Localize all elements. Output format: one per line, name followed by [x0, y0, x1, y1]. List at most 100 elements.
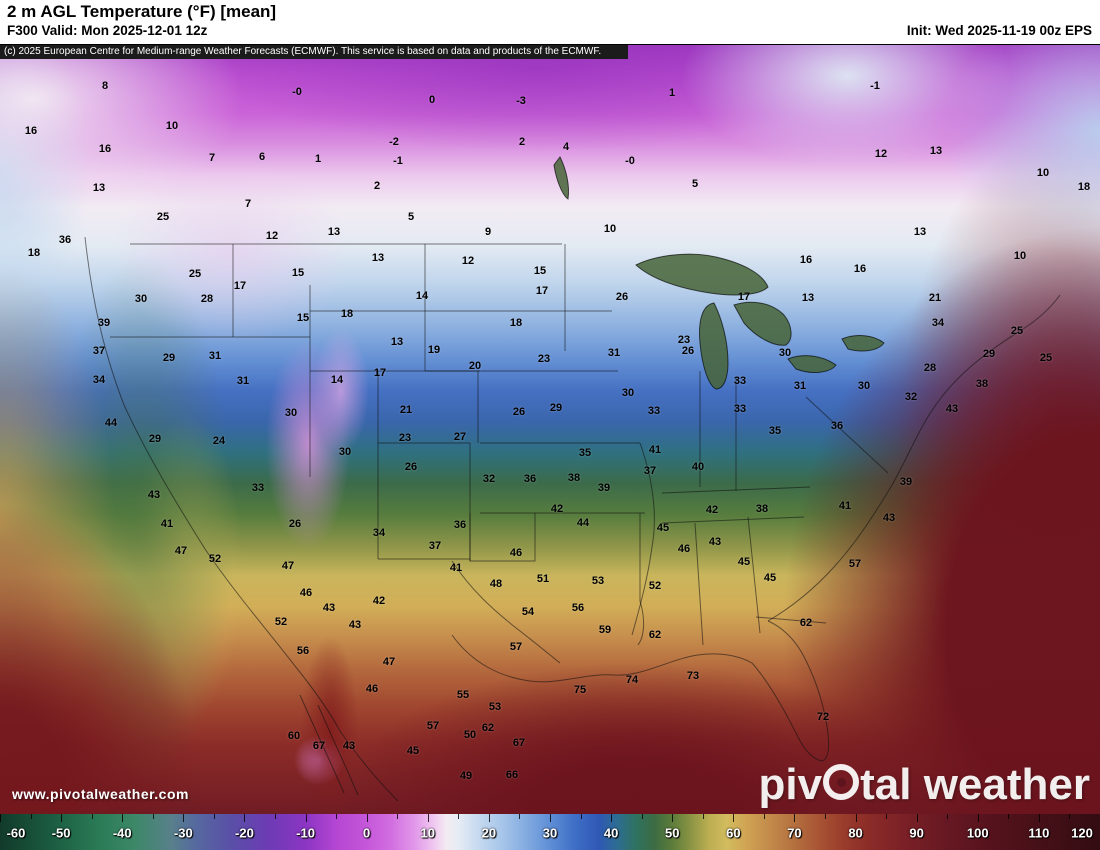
- colorbar-tick-label: 70: [787, 825, 802, 840]
- colorbar-tick-label: -50: [51, 825, 71, 840]
- temp-label: 26: [288, 518, 302, 530]
- lake-ontario: [841, 335, 885, 352]
- temp-label: 43: [147, 489, 161, 501]
- temp-label: 41: [838, 500, 852, 512]
- temp-label: 57: [848, 558, 862, 570]
- temp-label: 23: [537, 353, 551, 365]
- temp-label: -2: [389, 136, 399, 148]
- colorbar-tick: [152, 814, 154, 819]
- temp-label: 33: [733, 375, 747, 387]
- temp-label: 39: [899, 476, 913, 488]
- temp-label: 56: [571, 602, 585, 614]
- colorbar-tick: [244, 814, 246, 822]
- colorbar-tick: [0, 814, 1, 822]
- temp-label: 12: [461, 255, 475, 267]
- temp-label: 45: [763, 572, 777, 584]
- geography-borders-overlay: [84, 156, 1061, 802]
- temp-label: 25: [1039, 352, 1053, 364]
- temp-label: 38: [755, 503, 769, 515]
- temp-label: 30: [284, 407, 298, 419]
- temp-label: 44: [104, 417, 118, 429]
- colorbar-tick: [825, 814, 826, 819]
- temp-label: 13: [371, 252, 385, 264]
- temp-label: 30: [621, 387, 635, 399]
- colorbar-tick-label: -40: [112, 825, 132, 840]
- colorbar-tick: [977, 814, 979, 822]
- colorbar-tick-label: 120: [1071, 825, 1093, 840]
- state-line: [637, 513, 645, 646]
- temp-label: 67: [312, 740, 326, 752]
- temp-label: 13: [390, 336, 404, 348]
- coast-mexico-west: [339, 730, 399, 802]
- colorbar-tick: [275, 814, 276, 819]
- coast-atlantic: [767, 294, 1061, 622]
- temp-label: 26: [512, 406, 526, 418]
- state-line: [694, 522, 704, 646]
- colorbar-tick: [183, 814, 185, 822]
- temp-label: 45: [737, 556, 751, 568]
- temp-label: 41: [160, 518, 174, 530]
- temp-label: 38: [975, 378, 989, 390]
- colorbar-tick: [397, 814, 399, 819]
- colorbar-tick: [366, 814, 368, 822]
- forecast-meta-row: F300 Valid: Mon 2025-12-01 12z Init: Wed…: [0, 22, 1100, 38]
- colorbar-tick-label: 0: [363, 825, 371, 840]
- colorbar-tick: [213, 814, 215, 819]
- colorbar-tick: [1008, 814, 1010, 819]
- temp-label: 16: [799, 254, 813, 266]
- temp-label: 25: [188, 268, 202, 280]
- temp-label: 54: [521, 606, 535, 618]
- temp-label: 8: [101, 80, 109, 92]
- colorbar-tick-label: 20: [481, 825, 497, 840]
- pivotal-weather-logo: piv tal weather: [759, 760, 1090, 810]
- state-line: [755, 616, 827, 624]
- colorbar-tick: [336, 814, 338, 819]
- temp-label: 25: [156, 211, 170, 223]
- temp-label: 2: [373, 180, 381, 192]
- temp-label: 43: [322, 602, 336, 614]
- temp-label: 41: [449, 562, 463, 574]
- temp-label: 43: [348, 619, 362, 631]
- temp-label: 42: [372, 595, 386, 607]
- temp-label: 16: [98, 143, 112, 155]
- temp-label: 13: [327, 226, 341, 238]
- logo-text-piv: piv: [758, 760, 823, 809]
- temp-label: 55: [456, 689, 470, 701]
- temp-label: 43: [342, 740, 356, 752]
- temp-label: 4: [562, 141, 570, 153]
- temp-label: 47: [281, 560, 295, 572]
- temp-label: -0: [625, 155, 635, 167]
- temp-label: 5: [691, 178, 699, 190]
- temp-label: 32: [904, 391, 918, 403]
- temp-label: 18: [27, 247, 41, 259]
- temp-label: 52: [274, 616, 288, 628]
- temp-label: 47: [174, 545, 188, 557]
- colorbar-tick: [427, 814, 429, 822]
- temperature-map-canvas[interactable]: 8 -0 0 -3 1 -1 16 10 -2 2 4 16 7 6 1 -1 -0 12 13 13 2 5 10 18 7 2…: [0, 44, 1100, 814]
- temp-label: 57: [509, 641, 523, 653]
- temp-label: 24: [212, 435, 226, 447]
- temp-label: 30: [857, 380, 871, 392]
- colorbar-tick-label: 10: [420, 825, 435, 840]
- temp-label: 37: [92, 345, 106, 357]
- temp-label: 62: [799, 617, 813, 629]
- colorbar-tick: [794, 814, 796, 822]
- temp-label: -1: [393, 155, 403, 167]
- temp-label: 59: [598, 624, 612, 636]
- state-line: [469, 513, 536, 562]
- temp-label: 36: [58, 234, 72, 246]
- temp-label: 17: [535, 285, 549, 297]
- temp-label: 19: [427, 344, 441, 356]
- valid-time-label: F300 Valid: Mon 2025-12-01 12z: [7, 23, 208, 38]
- temp-label: 10: [165, 120, 179, 132]
- temp-label: 29: [148, 433, 162, 445]
- temp-label: 35: [578, 447, 592, 459]
- temperature-shading: [0, 45, 1100, 814]
- temp-label: 35: [768, 425, 782, 437]
- temp-label: 12: [874, 148, 888, 160]
- lake-erie: [787, 355, 837, 373]
- init-time-label: Init: Wed 2025-11-19 00z EPS: [906, 23, 1092, 38]
- temp-label: 74: [625, 674, 639, 686]
- temp-label: 20: [468, 360, 482, 372]
- temp-label: 33: [251, 482, 265, 494]
